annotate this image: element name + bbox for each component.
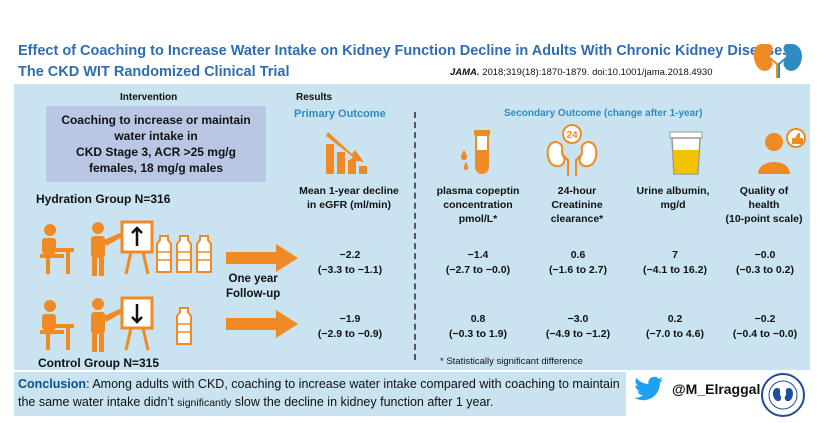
significance-footnote: * Statistically significant difference [440, 356, 583, 367]
intervention-line: females, 18 mg/g males [88, 161, 224, 175]
intervention-line: Coaching to increase or maintain [61, 113, 251, 127]
value-ci: (−0.4 to −0.0) [732, 328, 798, 340]
value-estimate: −3.0 [567, 313, 589, 325]
citation-journal: JAMA. [450, 67, 480, 78]
hydration-group-label: Hydration Group N=316 [36, 192, 171, 206]
col-quality-label: Quality of health (10-point scale) [718, 184, 810, 226]
coaching-scene-control-icon [40, 296, 154, 352]
kidneys-logo-icon [753, 43, 802, 78]
value-estimate: −0.2 [754, 313, 776, 325]
followup-label: One year Follow-up [226, 272, 280, 302]
hydration-arrow-icon [226, 244, 298, 272]
intervention-line: CKD Stage 3, ACR >25 mg/g [76, 145, 236, 159]
value-ci: (−0.3 to 0.2) [735, 264, 795, 276]
col-copeptin-label-line: concentration [443, 199, 513, 211]
hydration-creatinine-value: 0.6 (−1.6 to 2.7) [532, 248, 624, 278]
col-copeptin-label-line: pmol/L* [458, 213, 498, 225]
col-egfr-label: Mean 1-year decline in eGFR (ml/min) [296, 184, 402, 212]
twitter-handle-area[interactable]: @M_Elraggal [634, 376, 760, 402]
declining-bar-chart-icon [326, 132, 367, 174]
outcome-divider [414, 112, 416, 360]
col-creatinine-label-line: clearance* [550, 213, 604, 225]
value-ci: (−2.7 to −0.0) [445, 264, 511, 276]
primary-outcome-heading: Primary Outcome [294, 108, 386, 120]
hydration-copeptin-value: −1.4 (−2.7 to −0.0) [428, 248, 528, 278]
conclusion-box: Conclusion: Among adults with CKD, coach… [14, 372, 626, 416]
control-egfr-value: −1.9 (−2.9 to −0.9) [300, 312, 400, 342]
intervention-heading: Intervention [120, 92, 178, 103]
conclusion-text: : Among adults with CKD, coaching to inc… [18, 377, 620, 409]
infographic-title-line1: Effect of Coaching to Increase Water Int… [18, 43, 787, 59]
intervention-box: Coaching to increase or maintain water i… [46, 106, 266, 182]
kidney-24h-icon: 24 [546, 124, 598, 176]
col-albumin-label-line: mg/d [660, 199, 686, 211]
citation: JAMA. 2018;319(18):1870-1879. doi:10.100… [450, 67, 713, 78]
infographic-title-line2: The CKD WIT Randomized Clinical Trial [18, 64, 290, 80]
col-creatinine-label-line: 24-hour [557, 185, 597, 197]
followup-line: Follow-up [226, 288, 281, 300]
followup-line: One year [228, 273, 278, 285]
blood-test-tube-icon [461, 130, 490, 174]
value-estimate: −1.4 [467, 249, 489, 261]
secondary-outcome-heading: Secondary Outcome (change after 1-year) [504, 108, 703, 119]
twitter-handle[interactable]: @M_Elraggal [672, 381, 761, 397]
col-quality-label-line: Quality of [739, 185, 789, 197]
col-albumin-label-line: Urine albumin, [636, 185, 710, 197]
value-ci: (−0.3 to 1.9) [448, 328, 508, 340]
col-creatinine-label: 24-hour Creatinine clearance* [532, 184, 622, 226]
value-ci: (−4.1 to 16.2) [643, 264, 707, 276]
col-copeptin-label: plasma copeptin concentration pmol/L* [426, 184, 530, 226]
control-copeptin-value: 0.8 (−0.3 to 1.9) [428, 312, 528, 342]
control-arrow-icon [226, 310, 298, 338]
conclusion-label: Conclusion [18, 377, 87, 391]
conclusion-text-end: slow the decline in kidney function afte… [231, 395, 494, 409]
col-egfr-label-line: in eGFR (ml/min) [307, 199, 391, 211]
control-albumin-value: 0.2 (−7.0 to 4.6) [628, 312, 722, 342]
col-quality-label-line: (10-point scale) [725, 213, 803, 225]
person-like-icon [758, 128, 806, 174]
value-ci: (−4.9 to −1.2) [545, 328, 611, 340]
value-ci: (−7.0 to 4.6) [645, 328, 705, 340]
col-quality-label-line: health [748, 199, 780, 211]
col-creatinine-label-line: Creatinine [551, 199, 603, 211]
hydration-egfr-value: −2.2 (−3.3 to −1.1) [300, 248, 400, 278]
water-bottles-icon [156, 235, 212, 273]
coaching-scene-hydration-icon [40, 220, 154, 276]
conclusion-text-small: significantly [177, 397, 232, 409]
results-heading: Results [296, 92, 333, 103]
twitter-bird-icon [634, 376, 663, 401]
value-ci: (−2.9 to −0.9) [317, 328, 383, 340]
single-water-bottle-icon [176, 307, 192, 345]
value-estimate: −1.9 [339, 313, 361, 325]
value-estimate: −2.2 [339, 249, 361, 261]
value-estimate: 0.6 [570, 249, 586, 261]
control-quality-value: −0.2 (−0.4 to −0.0) [722, 312, 808, 342]
intervention-line: water intake in [114, 129, 198, 143]
urine-cup-icon [669, 131, 703, 175]
col-albumin-label: Urine albumin, mg/d [628, 184, 718, 212]
citation-details: 2018;319(18):1870-1879. doi:10.1001/jama… [479, 67, 713, 78]
main-panel: Intervention Results Primary Outcome Sec… [14, 84, 810, 370]
control-group-label: Control Group N=315 [38, 356, 160, 370]
value-ci: (−1.6 to 2.7) [548, 264, 608, 276]
value-estimate: −0.0 [754, 249, 776, 261]
kidney-24-label: 24 [566, 130, 578, 141]
nephrology-society-seal-icon [761, 373, 805, 417]
value-estimate: 0.8 [470, 313, 486, 325]
col-copeptin-label-line: plasma copeptin [436, 185, 520, 197]
hydration-quality-value: −0.0 (−0.3 to 0.2) [722, 248, 808, 278]
control-creatinine-value: −3.0 (−4.9 to −1.2) [532, 312, 624, 342]
value-estimate: 7 [672, 249, 678, 261]
col-egfr-label-line: Mean 1-year decline [299, 185, 399, 197]
hydration-albumin-value: 7 (−4.1 to 16.2) [628, 248, 722, 278]
value-estimate: 0.2 [667, 313, 683, 325]
value-ci: (−3.3 to −1.1) [317, 264, 383, 276]
